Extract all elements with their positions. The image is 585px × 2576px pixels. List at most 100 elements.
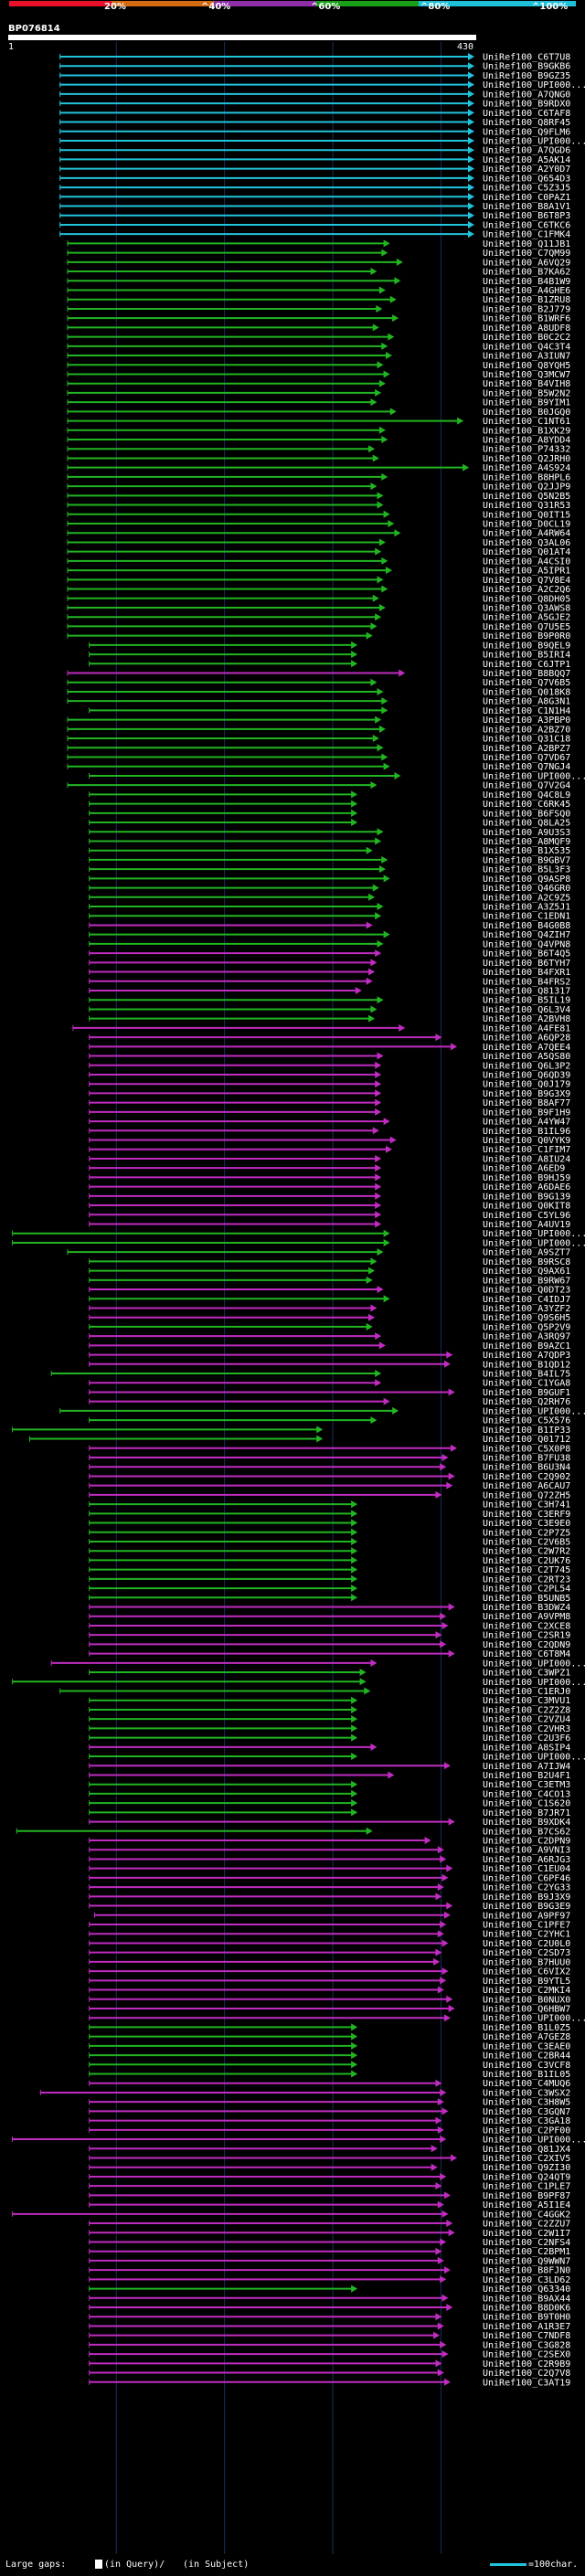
hit-label[interactable]: UniRef100_C2SEX0 — [483, 2350, 570, 2360]
hit-label[interactable]: UniRef100_A9VPM8 — [483, 1612, 570, 1622]
hit-label[interactable]: UniRef100_A6VQ29 — [483, 258, 570, 268]
hit-label[interactable]: UniRef100_C3E9E0 — [483, 1519, 570, 1529]
hit-label[interactable]: UniRef100_B4VIH8 — [483, 379, 570, 389]
hit-label[interactable]: UniRef100_C6VIX2 — [483, 1967, 570, 1977]
hit-label[interactable]: UniRef100_A6DAE6 — [483, 1182, 570, 1193]
hit-label[interactable]: UniRef100_Q01712 — [483, 1435, 570, 1445]
hit-label[interactable]: UniRef100_A3RQ97 — [483, 1332, 570, 1342]
hit-label[interactable]: UniRef100_B5W2N2 — [483, 388, 570, 398]
hit-label[interactable]: UniRef100_Q81317 — [483, 987, 570, 997]
hit-label[interactable]: UniRef100_C1PFE7 — [483, 1921, 570, 1931]
hit-label[interactable]: UniRef100_C3VCF8 — [483, 2061, 570, 2071]
hit-label[interactable]: UniRef100_A5GJE2 — [483, 613, 570, 623]
hit-label[interactable]: UniRef100_Q0J179 — [483, 1080, 570, 1090]
hit-label[interactable]: UniRef100_Q3AWS8 — [483, 603, 570, 613]
hit-label[interactable]: UniRef100_Q46GR0 — [483, 884, 570, 894]
hit-label[interactable]: UniRef100_B9P0R0 — [483, 631, 570, 641]
hit-label[interactable]: UniRef100_C5Z3J5 — [483, 184, 570, 194]
hit-label[interactable]: UniRef100_Q0IT15 — [483, 510, 570, 520]
hit-label[interactable]: UniRef100_C2P7Z5 — [483, 1528, 570, 1538]
hit-label[interactable]: UniRef100_C2U0L0 — [483, 1939, 570, 1949]
hit-label[interactable]: UniRef100_Q31C18 — [483, 735, 570, 745]
hit-label[interactable]: UniRef100_Q8RF45 — [483, 118, 570, 128]
hit-label[interactable]: UniRef100_B9J3X9 — [483, 1892, 570, 1903]
hit-label[interactable]: UniRef100_B7KA62 — [483, 268, 570, 278]
hit-label[interactable]: UniRef100_C1S620 — [483, 1799, 570, 1809]
hit-label[interactable]: UniRef100_UPI000... — [483, 136, 585, 146]
hit-label[interactable]: UniRef100_B5IL19 — [483, 996, 570, 1006]
hit-label[interactable]: UniRef100_C2W7R2 — [483, 1547, 570, 1557]
hit-label[interactable]: UniRef100_Q4C3T4 — [483, 342, 570, 352]
hit-label[interactable]: UniRef100_B7CS62 — [483, 1827, 570, 1837]
hit-label[interactable]: UniRef100_A3Z5J1 — [483, 903, 570, 913]
hit-label[interactable]: UniRef100_A5I1E4 — [483, 2200, 570, 2210]
hit-label[interactable]: UniRef100_C5X576 — [483, 1416, 570, 1426]
hit-label[interactable]: UniRef100_UPI000... — [483, 1753, 585, 1763]
hit-label[interactable]: UniRef100_A8IU24 — [483, 1154, 570, 1164]
hit-label[interactable]: UniRef100_B9G3E9 — [483, 1902, 570, 1912]
hit-label[interactable]: UniRef100_Q2JJP9 — [483, 482, 570, 493]
hit-label[interactable]: UniRef100_C3ETM3 — [483, 1780, 570, 1790]
hit-label[interactable]: UniRef100_A5AK14 — [483, 155, 570, 165]
hit-label[interactable]: UniRef100_B2J779 — [483, 304, 570, 314]
hit-label[interactable]: UniRef100_A8SIP4 — [483, 1743, 570, 1753]
hit-label[interactable]: UniRef100_Q9ASP8 — [483, 875, 570, 885]
hit-label[interactable]: UniRef100_A7GEZ8 — [483, 2032, 570, 2042]
hit-label[interactable]: UniRef100_B1IL05 — [483, 2070, 570, 2080]
hit-label[interactable]: UniRef100_C2SR19 — [483, 1631, 570, 1641]
hit-label[interactable]: UniRef100_Q6L3P2 — [483, 1061, 570, 1071]
hit-label[interactable]: UniRef100_Q0DT23 — [483, 1286, 570, 1296]
hit-label[interactable]: UniRef100_C3H741 — [483, 1500, 570, 1511]
hit-label[interactable]: UniRef100_A6CAU7 — [483, 1481, 570, 1491]
hit-label[interactable]: UniRef100_A9VNI3 — [483, 1846, 570, 1856]
hit-label[interactable]: UniRef100_B6T8P3 — [483, 211, 570, 221]
hit-label[interactable]: UniRef100_Q8DH05 — [483, 594, 570, 604]
hit-label[interactable]: UniRef100_Q9AX61 — [483, 1267, 570, 1277]
hit-label[interactable]: UniRef100_C6TKC6 — [483, 220, 570, 230]
hit-label[interactable]: UniRef100_A2C2Q6 — [483, 585, 570, 595]
hit-label[interactable]: UniRef100_B8AF77 — [483, 1098, 570, 1108]
hit-label[interactable]: UniRef100_C1ERJ0 — [483, 1687, 570, 1697]
hit-label[interactable]: UniRef100_B0C2C2 — [483, 333, 570, 343]
hit-label[interactable]: UniRef100_B9GBV7 — [483, 855, 570, 865]
hit-label[interactable]: UniRef100_A9U3S3 — [483, 828, 570, 838]
hit-label[interactable]: UniRef100_A2Y0D7 — [483, 164, 570, 175]
hit-label[interactable]: UniRef100_Q9S6H5 — [483, 1313, 570, 1323]
hit-label[interactable]: UniRef100_B7FU38 — [483, 1454, 570, 1464]
hit-label[interactable]: UniRef100_C2Q7V8 — [483, 2369, 570, 2379]
hit-label[interactable]: UniRef100_B1QD12 — [483, 1360, 570, 1370]
hit-label[interactable]: UniRef100_A4YW47 — [483, 1118, 570, 1128]
hit-label[interactable]: UniRef100_C3WPZ1 — [483, 1669, 570, 1679]
hit-label[interactable]: UniRef100_Q6HBW7 — [483, 2004, 570, 2014]
hit-label[interactable]: UniRef100_C6T8M4 — [483, 1649, 570, 1659]
hit-label[interactable]: UniRef100_A4GHE6 — [483, 286, 570, 296]
hit-label[interactable]: UniRef100_A3IUN7 — [483, 352, 570, 362]
hit-label[interactable]: UniRef100_A7IJW4 — [483, 1762, 570, 1772]
hit-label[interactable]: UniRef100_B5IRI4 — [483, 651, 570, 661]
hit-label[interactable]: UniRef100_B1L0Z5 — [483, 2023, 570, 2033]
hit-label[interactable]: UniRef100_C3G828 — [483, 2340, 570, 2350]
hit-label[interactable]: UniRef100_B7JR71 — [483, 1808, 570, 1818]
hit-label[interactable]: UniRef100_B9YIM1 — [483, 398, 570, 408]
hit-label[interactable]: UniRef100_B9RW67 — [483, 1276, 570, 1286]
hit-label[interactable]: UniRef100_UPI000... — [483, 2014, 585, 2024]
hit-label[interactable]: UniRef100_C2YHC1 — [483, 1930, 570, 1940]
hit-label[interactable]: UniRef100_Q63340 — [483, 2284, 570, 2295]
hit-label[interactable]: UniRef100_B1ZRU8 — [483, 295, 570, 305]
hit-label[interactable]: UniRef100_Q9ZI30 — [483, 2163, 570, 2173]
hit-label[interactable]: UniRef100_C2XCE8 — [483, 1621, 570, 1631]
hit-label[interactable]: UniRef100_B5UNB5 — [483, 1594, 570, 1604]
hit-label[interactable]: UniRef100_C2YG33 — [483, 1883, 570, 1893]
hit-label[interactable]: UniRef100_C0PAZ1 — [483, 193, 570, 203]
hit-label[interactable]: UniRef100_C4IDJ7 — [483, 1295, 570, 1305]
hit-label[interactable]: UniRef100_C2BR44 — [483, 2051, 570, 2062]
hit-label[interactable]: UniRef100_C2Q902 — [483, 1472, 570, 1482]
hit-label[interactable]: UniRef100_B9AZC1 — [483, 1341, 570, 1352]
hit-label[interactable]: UniRef100_C2U3F6 — [483, 1733, 570, 1744]
hit-label[interactable]: UniRef100_B9QEL9 — [483, 641, 570, 651]
hit-label[interactable]: UniRef100_B8BQQ7 — [483, 669, 570, 679]
hit-label[interactable]: UniRef100_C2V6B5 — [483, 1537, 570, 1547]
hit-label[interactable]: UniRef100_C6JTP1 — [483, 660, 570, 670]
hit-label[interactable]: UniRef100_Q0VYK9 — [483, 1136, 570, 1146]
hit-label[interactable]: UniRef100_UPI000... — [483, 2136, 585, 2146]
